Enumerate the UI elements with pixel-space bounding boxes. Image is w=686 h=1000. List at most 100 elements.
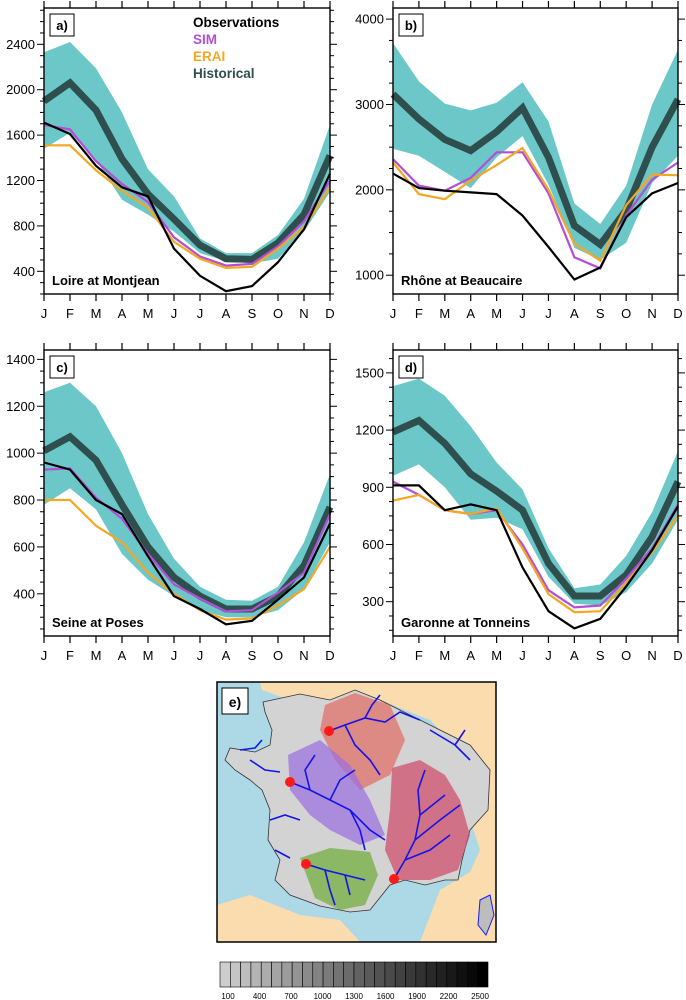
station-title: Rhône at Beaucaire [401, 273, 522, 288]
x-tick-label: J [197, 648, 204, 663]
river [349, 809, 366, 851]
series-line-observations [393, 484, 679, 630]
river [454, 729, 466, 746]
x-tick-label: N [299, 648, 308, 663]
series-line-historical [41, 78, 334, 263]
river [239, 739, 263, 751]
colorbar-bin [240, 961, 252, 988]
x-tick-label: M [491, 648, 502, 663]
x-tick-label: O [621, 648, 631, 663]
colorbar-bin [302, 961, 314, 988]
river [249, 759, 281, 773]
river [344, 874, 351, 896]
land-neighbours [260, 682, 496, 942]
x-tick-label: F [415, 648, 423, 663]
river [419, 794, 446, 816]
colorbar-tick-label: 100 [221, 992, 235, 1000]
y-tick-label: 1400 [6, 352, 35, 367]
x-tick-label: M [439, 648, 450, 663]
x-tick-label: M [91, 648, 102, 663]
x-tick-label: N [647, 648, 656, 663]
y-tick-label: 2400 [6, 37, 35, 52]
panel-label-box [49, 355, 75, 379]
x-tick-label: J [41, 306, 48, 321]
y-tick-label: 1000 [6, 446, 35, 461]
corsica [477, 894, 495, 936]
series-line-sim [43, 467, 332, 613]
colorbar-bin [436, 961, 448, 988]
x-tick-label: M [91, 306, 102, 321]
series-line-observations [392, 172, 679, 281]
historical-range-band [393, 43, 678, 260]
series-line-historical [391, 416, 682, 600]
plot-frame [392, 349, 679, 637]
legend: Observations SIM ERAI Historical [193, 15, 279, 81]
x-tick-label: F [415, 306, 423, 321]
river [344, 724, 381, 776]
historical-range-band [393, 378, 678, 606]
colorbar-bin [446, 961, 458, 988]
gauge-rhone-beaucaire [389, 874, 399, 884]
y-tick-label: 800 [13, 218, 35, 233]
y-tick-label: 900 [362, 480, 384, 495]
river [328, 711, 421, 732]
series-line-erai [392, 146, 679, 263]
x-tick-label: A [466, 648, 475, 663]
colorbar-bin [291, 961, 303, 988]
x-tick-label: S [596, 648, 605, 663]
x-tick-label: O [273, 648, 283, 663]
x-tick-label: A [222, 306, 231, 321]
legend-item-erai: ERAI [193, 49, 225, 64]
line-chart-panel-1: J F M A M J J A S O N D 400 800 1200 1600 2000 2400 a) Loir… [6, 1, 337, 321]
legend-item-observations: Observations [193, 15, 279, 30]
river-network [239, 694, 471, 906]
colorbar: 100 400 700 1000 1300 1600 1900 2200 2500 [219, 961, 489, 1000]
colorbar-bin [405, 961, 417, 988]
colorbar-bin [271, 961, 283, 988]
basin-loire [288, 740, 385, 845]
x-tick-label: N [299, 306, 308, 321]
x-tick-label: A [570, 306, 579, 321]
x-tick-label: J [390, 306, 397, 321]
panel-label: d) [405, 360, 417, 375]
colorbar-tick-label: 400 [253, 992, 267, 1000]
map-frame [216, 681, 497, 943]
historical-range-band [44, 382, 330, 618]
gauge-seine-poses [324, 726, 334, 736]
colorbar-bin [260, 961, 272, 988]
x-tick-label: J [171, 306, 178, 321]
x-tick-label: J [519, 306, 526, 321]
x-tick-label: M [491, 306, 502, 321]
river [269, 814, 301, 821]
series-line-historical [42, 432, 334, 613]
colorbar-bin [230, 961, 241, 988]
colorbar-bin [343, 961, 355, 988]
panel-label-e: e) [229, 694, 241, 710]
colorbar-bin [281, 961, 293, 988]
colorbar-tick-label: 1300 [345, 992, 363, 1000]
x-tick-label: A [118, 306, 127, 321]
river [324, 869, 336, 906]
colorbar-bin [322, 961, 334, 988]
x-tick-label: J [197, 306, 204, 321]
panel-label: b) [405, 18, 417, 33]
panel-label: c) [56, 360, 68, 375]
colorbar-bin [384, 961, 396, 988]
y-tick-label: 1200 [355, 423, 384, 438]
line-chart-panel-2: J F M A M J J A S O N D 1000 2000 3000 4000 b) Rhône at B… [355, 1, 685, 321]
x-tick-label: D [673, 648, 682, 663]
y-tick-label: 2000 [6, 82, 35, 97]
legend-item-sim: SIM [193, 32, 217, 47]
y-tick-label: 1500 [355, 365, 384, 380]
y-tick-label: 2000 [355, 182, 384, 197]
colorbar-bin [219, 961, 231, 988]
x-tick-label: O [621, 306, 631, 321]
x-tick-label: M [143, 306, 154, 321]
x-tick-label: D [325, 648, 334, 663]
y-tick-label: 300 [362, 594, 384, 609]
x-tick-label: S [248, 306, 257, 321]
series-line-erai [44, 144, 331, 270]
colorbar-bin [250, 961, 262, 988]
x-tick-label: F [66, 306, 74, 321]
